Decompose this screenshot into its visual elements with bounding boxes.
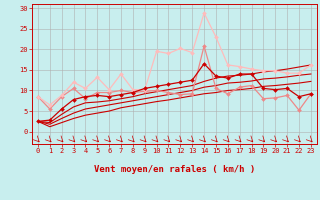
X-axis label: Vent moyen/en rafales ( km/h ): Vent moyen/en rafales ( km/h ) xyxy=(94,165,255,174)
